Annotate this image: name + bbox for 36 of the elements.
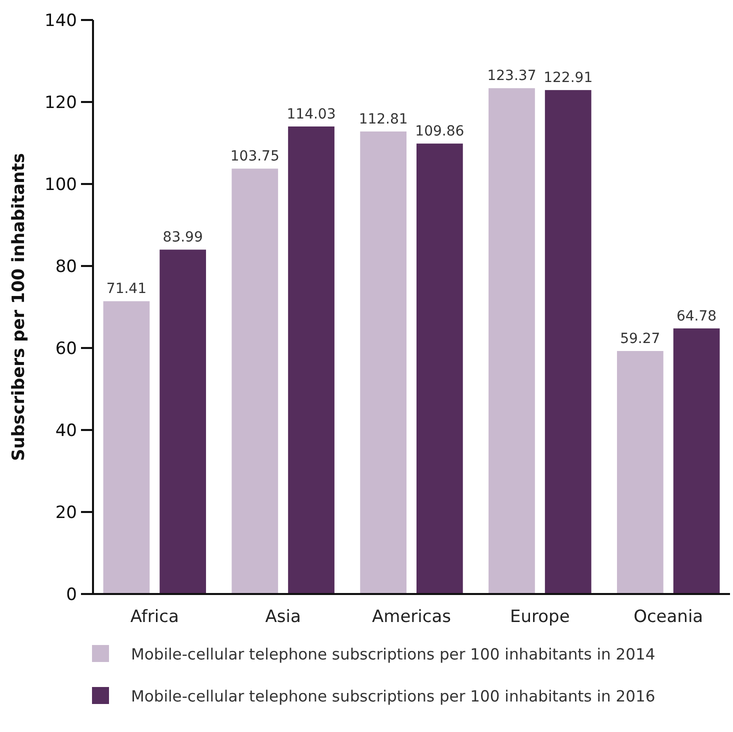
x-tick-label: Europe [510, 607, 570, 627]
data-label: 122.91 [544, 70, 593, 86]
x-tick-label: Oceania [634, 607, 704, 627]
bar [416, 144, 463, 594]
bar [360, 131, 406, 594]
y-tick-label: 120 [44, 92, 77, 113]
bar [103, 301, 150, 594]
legend-label: Mobile-cellular telephone subscriptions per 100 inhabitants in 2014 [131, 645, 656, 664]
data-label: 112.81 [358, 111, 408, 128]
bar [288, 126, 334, 594]
data-label: 114.03 [286, 106, 336, 122]
x-tick-label: Africa [130, 607, 179, 627]
data-label: 103.75 [230, 148, 280, 165]
y-tick-label: 40 [55, 420, 77, 441]
data-label: 71.41 [106, 281, 147, 298]
bar [673, 328, 720, 594]
y-tick-label: 60 [55, 338, 77, 359]
x-tick-label: Asia [265, 607, 301, 627]
y-tick-label: 0 [66, 584, 77, 605]
bar [544, 90, 592, 594]
data-label: 83.99 [162, 230, 203, 246]
bar [616, 350, 664, 594]
y-axis-title: Subscribers per 100 inhabitants [9, 153, 29, 461]
y-tick-label: 100 [44, 174, 77, 195]
data-label: 109.86 [415, 124, 464, 140]
bar [488, 88, 535, 594]
x-tick-label: Americas [372, 607, 452, 627]
y-tick-label: 80 [55, 256, 77, 277]
bar [232, 168, 278, 594]
legend-label: Mobile-cellular telephone subscriptions per 100 inhabitants in 2016 [131, 687, 656, 706]
y-tick-label: 20 [55, 502, 77, 523]
data-label: 64.78 [676, 308, 717, 324]
data-label: 59.27 [620, 330, 660, 347]
data-label: 123.37 [487, 68, 536, 84]
y-tick-label: 140 [44, 10, 77, 31]
bar [160, 250, 206, 594]
